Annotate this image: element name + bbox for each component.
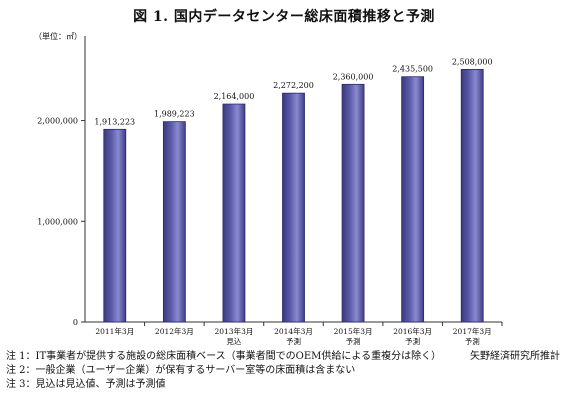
- bar-value-label: 2,360,000: [333, 72, 374, 81]
- source-label: 矢野経済研究所推計: [470, 351, 560, 362]
- note-1: 注 1：IT事業者が提供する施設の総床面積ベース（事業者間でのOEM供給による重…: [6, 351, 442, 362]
- x-tick-label: 2017年3月: [453, 326, 492, 336]
- bar: [460, 69, 484, 323]
- y-tick-label: 1,000,000: [37, 217, 78, 226]
- x-tick-label: 2012年3月: [155, 326, 194, 336]
- unit-label: （単位：㎡）: [34, 32, 82, 41]
- bar: [282, 92, 305, 323]
- x-tick-label: 2015年3月: [334, 326, 373, 336]
- bar-value-label: 2,164,000: [214, 92, 255, 101]
- y-tick-label: 0: [73, 318, 78, 327]
- x-tick-label: 2014年3月: [274, 326, 313, 336]
- x-tick-label: 見込: [226, 337, 241, 345]
- x-tick-label: 2016年3月: [393, 326, 432, 336]
- x-tick-label: 2011年3月: [95, 326, 134, 336]
- y-tick-label: 2,000,000: [37, 117, 78, 126]
- bar-value-label: 2,508,000: [452, 57, 493, 66]
- bar-chart: 0 1,000,000 2,000,000 1,913,223 2011年3月 1,989…: [37, 36, 503, 345]
- bar-value-label: 1,913,223: [94, 117, 135, 126]
- bar: [162, 121, 186, 323]
- bar: [401, 76, 425, 323]
- bar: [222, 103, 246, 323]
- chart-title: 図 1. 国内データセンター総床面積推移と予測: [133, 9, 435, 25]
- bar: [103, 128, 127, 323]
- note-3: 注 3：見込は見込値、予測は予測値: [6, 379, 166, 390]
- x-tick-label: 予測: [286, 336, 301, 345]
- x-tick-label: 2013年3月: [214, 326, 253, 336]
- bar-value-label: 2,272,200: [273, 81, 314, 90]
- x-tick-label: 予測: [346, 336, 361, 345]
- note-2: 注 2：一般企業（ユーザー企業）が保有するサーバー室等の床面積は含まない: [6, 365, 356, 376]
- x-tick-label: 予測: [465, 336, 480, 345]
- x-tick-label: 予測: [405, 336, 420, 345]
- bar-value-label: 2,435,500: [392, 65, 433, 74]
- bar: [341, 83, 365, 323]
- bar-value-label: 1,989,223: [154, 110, 195, 119]
